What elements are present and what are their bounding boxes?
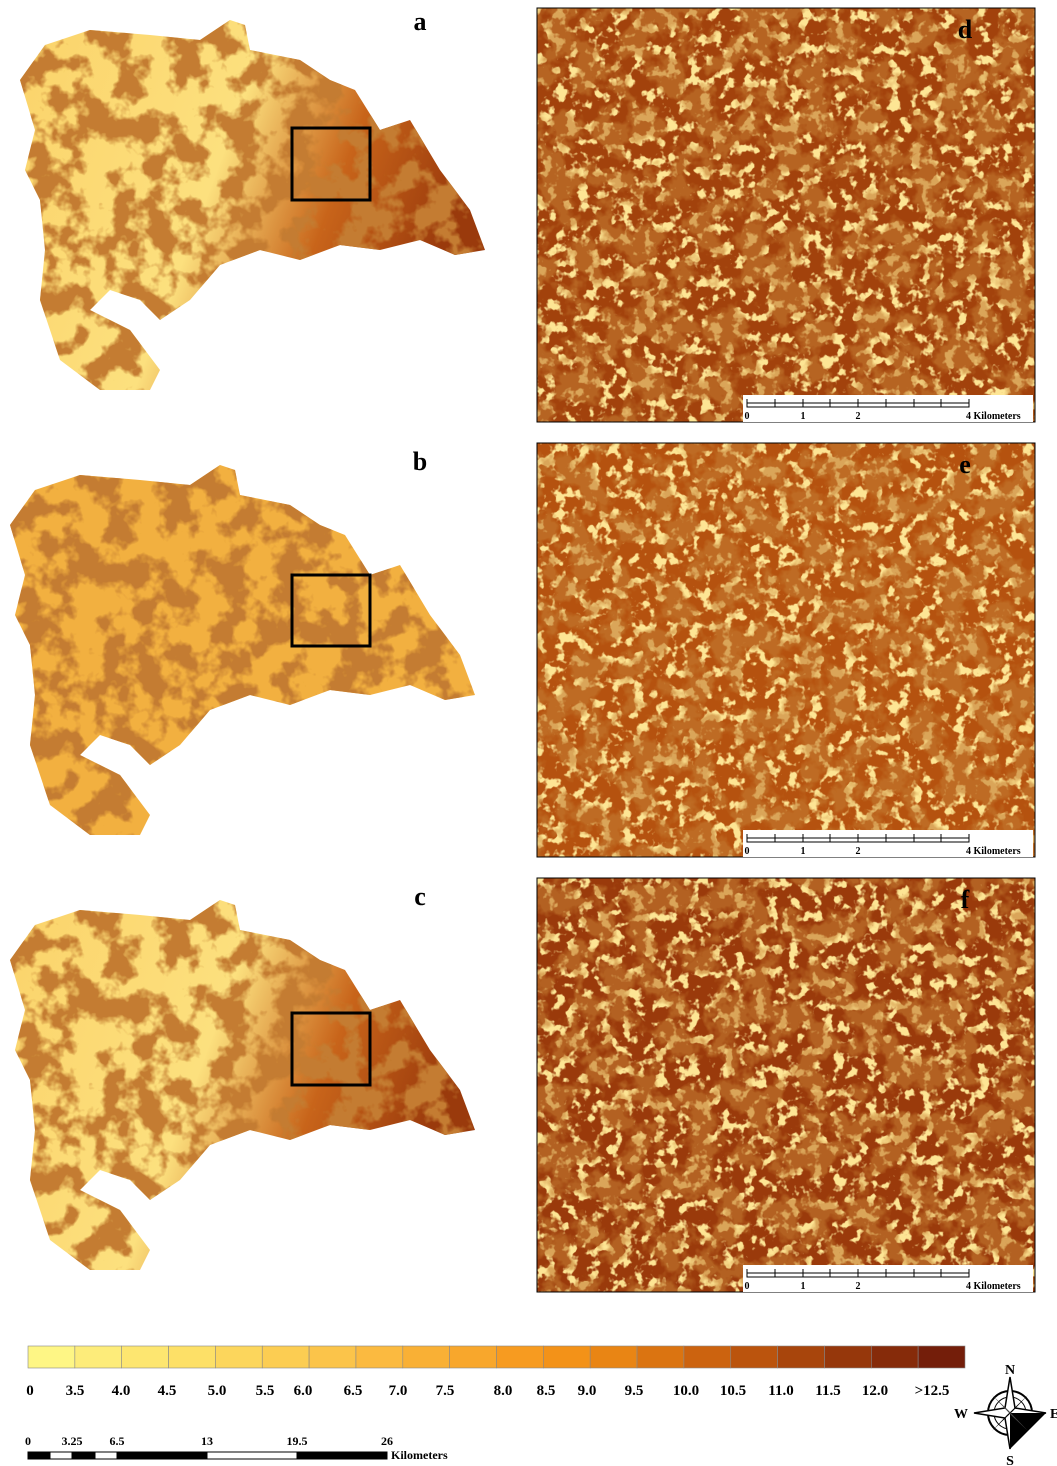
compass-label: E — [1050, 1407, 1057, 1422]
legend-swatch — [169, 1346, 216, 1368]
legend-label: 6.5 — [344, 1383, 363, 1399]
scale-label: 6.5 — [110, 1434, 125, 1448]
scale-label: 0 — [745, 411, 750, 422]
compass-label: S — [1006, 1454, 1014, 1466]
overview-maps — [10, 20, 485, 1270]
scale-label: 0 — [745, 1281, 750, 1292]
zoom-map: f 0 1 2 4 Kilometers — [537, 878, 1035, 1292]
legend-swatch — [824, 1346, 871, 1368]
legend-swatch — [28, 1346, 75, 1368]
panel-label: a — [414, 7, 427, 36]
scale-label: 1 — [801, 846, 806, 857]
compass: N E S W — [954, 1363, 1057, 1466]
zoom-map: d 0 1 2 4 Kilometers — [537, 8, 1035, 422]
scale-segment — [28, 1452, 50, 1459]
legend-swatch — [356, 1346, 403, 1368]
panel-label: c — [414, 882, 426, 911]
legend-swatch — [215, 1346, 262, 1368]
figure: d 0 1 2 4 Kilometers e 0 1 2 4 Kilometers f 0 1 2 4 Ki… — [0, 0, 1057, 1466]
compass-label: W — [954, 1407, 968, 1422]
legend-label: 4.5 — [158, 1383, 177, 1399]
ridges — [537, 878, 1035, 1292]
legend-swatch — [309, 1346, 356, 1368]
legend-label: 7.5 — [436, 1383, 455, 1399]
legend-label: 3.5 — [66, 1383, 85, 1399]
legend-label: 9.0 — [578, 1383, 597, 1399]
legend-label: 9.5 — [625, 1383, 644, 1399]
scale-segment — [297, 1452, 387, 1459]
zoom-map: e 0 1 2 4 Kilometers — [537, 443, 1035, 857]
scale-segment — [207, 1452, 297, 1459]
legend-swatch — [122, 1346, 169, 1368]
zoom-maps: d 0 1 2 4 Kilometers e 0 1 2 4 Kilometers f 0 1 2 4 Ki… — [537, 8, 1035, 1292]
legend-label: 5.5 — [256, 1383, 275, 1399]
legend-label: 7.0 — [389, 1383, 408, 1399]
legend-label: 10.5 — [720, 1383, 746, 1399]
legend-swatch — [497, 1346, 544, 1368]
scale-label: 13 — [201, 1434, 213, 1448]
scale-label: 1 — [801, 1281, 806, 1292]
scale-segment — [117, 1452, 207, 1459]
scale-label: 0 — [25, 1434, 31, 1448]
ridges — [537, 443, 1035, 857]
legend-swatch — [262, 1346, 309, 1368]
scale-segment — [95, 1452, 117, 1459]
overview-map — [10, 465, 475, 835]
panel-label: d — [958, 15, 973, 44]
legend-label: 6.0 — [294, 1383, 313, 1399]
scale-label: 4 Kilometers — [966, 411, 1021, 422]
legend-swatch — [590, 1346, 637, 1368]
legend-swatch — [918, 1346, 965, 1368]
legend-label: 0 — [26, 1383, 34, 1399]
legend-label: 8.5 — [537, 1383, 556, 1399]
legend-swatch — [637, 1346, 684, 1368]
legend-swatch — [403, 1346, 450, 1368]
scale-label: 0 — [745, 846, 750, 857]
legend-label: 10.0 — [673, 1383, 699, 1399]
legend-swatch — [75, 1346, 122, 1368]
legend-swatch — [450, 1346, 497, 1368]
scale-label: 1 — [801, 411, 806, 422]
legend: 0 3.5 4.0 4.5 5.0 5.5 6.0 6.5 7.0 7.5 8.0 8.5 9.0 9.5… — [26, 1346, 965, 1399]
legend-label: 8.0 — [494, 1383, 513, 1399]
panel-label: e — [959, 450, 971, 479]
legend-label: 11.0 — [768, 1383, 793, 1399]
legend-swatch — [543, 1346, 590, 1368]
panel-label: f — [961, 885, 970, 914]
overview-map — [10, 900, 475, 1270]
panel-label: b — [413, 447, 427, 476]
scale-label: 26 — [381, 1434, 393, 1448]
legend-label: >12.5 — [915, 1383, 950, 1399]
legend-swatch — [778, 1346, 825, 1368]
compass-label: N — [1005, 1363, 1015, 1378]
scale-segment — [72, 1452, 95, 1459]
legend-label: 4.0 — [112, 1383, 131, 1399]
overview-map — [20, 20, 485, 390]
legend-label: 12.0 — [862, 1383, 888, 1399]
legend-swatch — [871, 1346, 918, 1368]
scale-label: 4 Kilometers — [966, 846, 1021, 857]
legend-label: 11.5 — [815, 1383, 840, 1399]
scale-label: 2 — [856, 846, 861, 857]
scale-label: 2 — [856, 1281, 861, 1292]
scale-label: 4 Kilometers — [966, 1281, 1021, 1292]
legend-label: 5.0 — [208, 1383, 227, 1399]
legend-swatch — [731, 1346, 778, 1368]
legend-swatch — [684, 1346, 731, 1368]
ridges — [537, 8, 1035, 422]
scale-label: 2 — [856, 411, 861, 422]
scale-label: 19.5 — [287, 1434, 308, 1448]
scale-unit: Kilometers — [391, 1448, 448, 1462]
scale-segment — [50, 1452, 72, 1459]
scale-label: 3.25 — [62, 1434, 83, 1448]
page: d 0 1 2 4 Kilometers e 0 1 2 4 Kilometers f 0 1 2 4 Ki… — [0, 0, 1057, 1466]
